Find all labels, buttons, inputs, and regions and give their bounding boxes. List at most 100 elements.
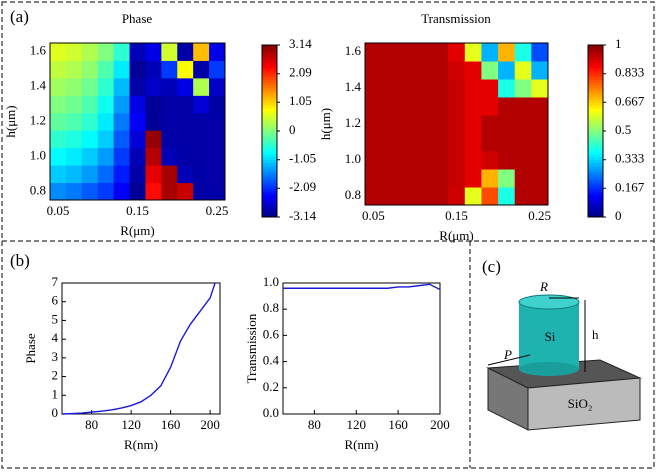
heatmap-cell bbox=[365, 151, 383, 170]
heatmap-cell bbox=[209, 182, 226, 201]
colorbar-step bbox=[262, 73, 277, 78]
y-axis-label: h(μm) bbox=[3, 105, 18, 137]
heatmap-cell bbox=[129, 60, 146, 79]
heatmap-cell bbox=[381, 133, 399, 152]
heatmap-cell bbox=[464, 43, 482, 62]
heatmap-cell bbox=[81, 95, 99, 114]
heatmap-cell bbox=[65, 60, 83, 79]
colorbar-step bbox=[588, 156, 603, 161]
heatmap-cell bbox=[514, 43, 532, 62]
heatmap-cell bbox=[113, 112, 131, 131]
heatmap-cell bbox=[177, 43, 194, 61]
y-tick-label: 1.2 bbox=[30, 112, 46, 127]
pillar-bottom bbox=[519, 362, 579, 376]
heatmap-cell bbox=[65, 43, 83, 61]
heatmap-cell bbox=[531, 115, 549, 134]
heatmap-cell bbox=[414, 169, 433, 188]
colorbar-step bbox=[262, 188, 277, 192]
chart-title: Transmission bbox=[421, 11, 491, 26]
y-tick-label: 0.8 bbox=[345, 187, 361, 202]
heatmap-cell bbox=[481, 79, 499, 98]
colorbar-step bbox=[262, 133, 277, 138]
heatmap-cell bbox=[398, 187, 416, 206]
heatmap-cell bbox=[481, 61, 499, 80]
heatmap-cell bbox=[381, 187, 399, 206]
heatmap-cell bbox=[145, 130, 162, 149]
heatmap-cell bbox=[514, 133, 532, 152]
y-axis-label: h(μm) bbox=[318, 108, 333, 140]
panel-label: (a) bbox=[10, 7, 29, 26]
colorbar-step bbox=[262, 131, 277, 135]
heatmap-cell bbox=[514, 115, 532, 134]
colorbar-step bbox=[262, 82, 277, 86]
colorbar-step bbox=[262, 176, 277, 181]
colorbar-step bbox=[262, 79, 277, 83]
colorbar-step bbox=[262, 208, 277, 212]
heatmap-cell bbox=[365, 133, 383, 152]
colorbar-step bbox=[262, 196, 277, 201]
radius-label: R bbox=[539, 279, 548, 294]
heatmap-cell bbox=[161, 77, 178, 96]
heatmap-cell bbox=[398, 61, 416, 80]
heatmap-cell bbox=[161, 165, 178, 184]
chart-title: Phase bbox=[122, 11, 153, 26]
heatmap-cell bbox=[161, 147, 178, 166]
y-tick-label: 6 bbox=[52, 293, 59, 308]
colorbar-step bbox=[588, 136, 603, 141]
colorbar-step bbox=[262, 88, 277, 92]
heatmap-cell bbox=[431, 79, 449, 98]
heatmap-cell bbox=[498, 187, 516, 206]
colorbar-step bbox=[262, 194, 277, 198]
colorbar-step bbox=[262, 67, 277, 72]
heatmap-cell bbox=[129, 165, 146, 184]
colorbar-step bbox=[588, 194, 603, 198]
heatmap-cell bbox=[381, 79, 399, 98]
colorbar-step bbox=[262, 174, 277, 178]
colorbar-step bbox=[588, 45, 603, 49]
colorbar-tick-label: 0 bbox=[615, 208, 622, 223]
colorbar-step bbox=[588, 153, 603, 158]
heatmap-cell bbox=[498, 115, 516, 134]
colorbar-step bbox=[588, 53, 603, 57]
colorbar-step bbox=[588, 56, 603, 60]
heatmap-cell bbox=[97, 43, 115, 61]
y-tick-label: 1.6 bbox=[30, 43, 47, 58]
heatmap-cell bbox=[177, 147, 194, 166]
colorbar-step bbox=[588, 145, 603, 149]
colorbar-step bbox=[262, 50, 277, 55]
colorbar-step bbox=[262, 62, 277, 66]
colorbar-step bbox=[262, 139, 277, 143]
colorbar-step bbox=[262, 159, 277, 164]
colorbar-step bbox=[588, 47, 603, 52]
heatmap-cell bbox=[65, 130, 83, 149]
pillar-label: Si bbox=[545, 329, 556, 344]
colorbar-step bbox=[262, 153, 277, 158]
colorbar-step bbox=[262, 171, 277, 175]
heatmap-cell bbox=[97, 112, 115, 131]
colorbar-step bbox=[588, 96, 603, 100]
heatmap-cell bbox=[365, 115, 383, 134]
colorbar-step bbox=[588, 119, 603, 123]
colorbar-step bbox=[588, 139, 603, 143]
colorbar-step bbox=[588, 105, 603, 109]
colorbar-step bbox=[262, 182, 277, 186]
heatmap-cell bbox=[145, 77, 162, 96]
y-tick-label: 0.8 bbox=[263, 300, 279, 315]
y-tick-label: 1.0 bbox=[345, 151, 361, 166]
colorbar-tick-label: 0.333 bbox=[615, 151, 644, 166]
y-tick-label: 5 bbox=[52, 311, 59, 326]
x-tick-label: 0.05 bbox=[47, 203, 70, 218]
heatmap-cell bbox=[113, 43, 131, 61]
y-axis-label: Phase bbox=[23, 333, 38, 364]
heatmap-cell bbox=[414, 79, 433, 98]
heatmap-cell bbox=[498, 97, 516, 116]
colorbar-step bbox=[262, 185, 277, 189]
colorbar-step bbox=[588, 176, 603, 181]
heatmap-cell bbox=[448, 169, 466, 188]
heatmap-cell bbox=[81, 130, 99, 149]
y-tick-label: 7 bbox=[52, 274, 59, 289]
heatmap-cell bbox=[145, 182, 162, 201]
heatmap-cell bbox=[464, 61, 482, 80]
x-axis-label: R(μm) bbox=[120, 223, 154, 238]
heatmap-cell bbox=[50, 147, 67, 166]
